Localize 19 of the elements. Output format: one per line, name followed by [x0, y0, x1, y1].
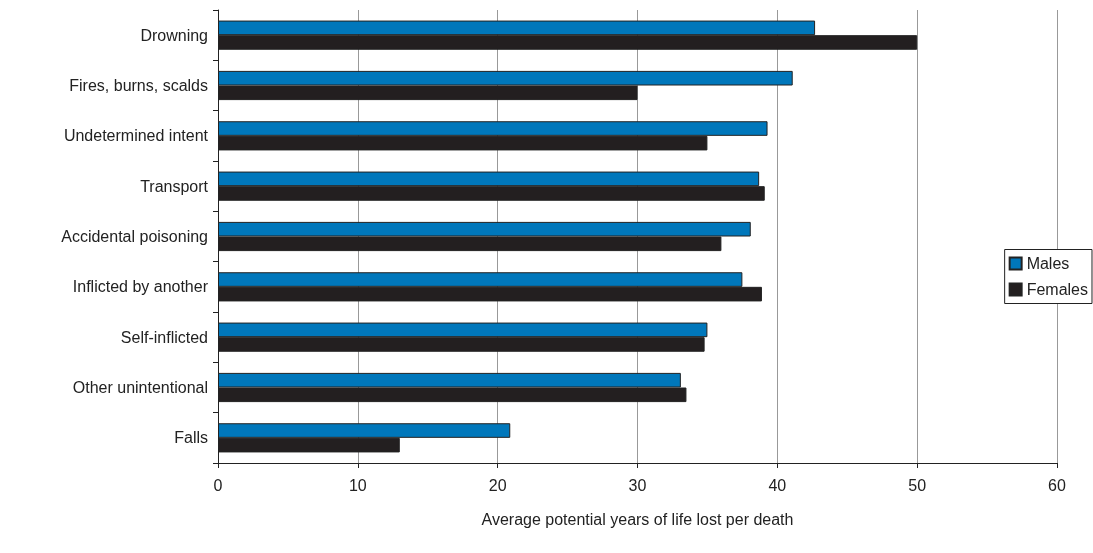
y-tick-label: Self-inflicted	[120, 328, 208, 346]
x-tick-label: 30	[628, 476, 647, 494]
legend-label: Males	[1026, 255, 1070, 272]
x-tick-label: 0	[213, 476, 223, 494]
x-axis-title: Average potential years of life lost per death	[481, 510, 794, 528]
x-tick-label: 40	[768, 476, 787, 494]
x-tick-label: 50	[908, 476, 927, 494]
y-tick-label: Falls	[174, 429, 208, 447]
y-tick-label: Transport	[140, 177, 209, 195]
y-tick-label: Fires, burns, scalds	[69, 77, 208, 94]
x-tick-label: 20	[488, 476, 507, 494]
y-tick-label: Drowning	[140, 26, 208, 44]
y-tick-label: Undetermined intent	[63, 127, 209, 145]
x-tick-label: 60	[1048, 476, 1066, 494]
legend-label: Females	[1026, 281, 1089, 298]
x-tick-label: 10	[348, 476, 367, 494]
y-tick-label: Other unintentional	[72, 379, 208, 396]
y-tick-label: Accidental poisoning	[61, 228, 208, 245]
y-tick-label: Inflicted by another	[72, 278, 209, 296]
